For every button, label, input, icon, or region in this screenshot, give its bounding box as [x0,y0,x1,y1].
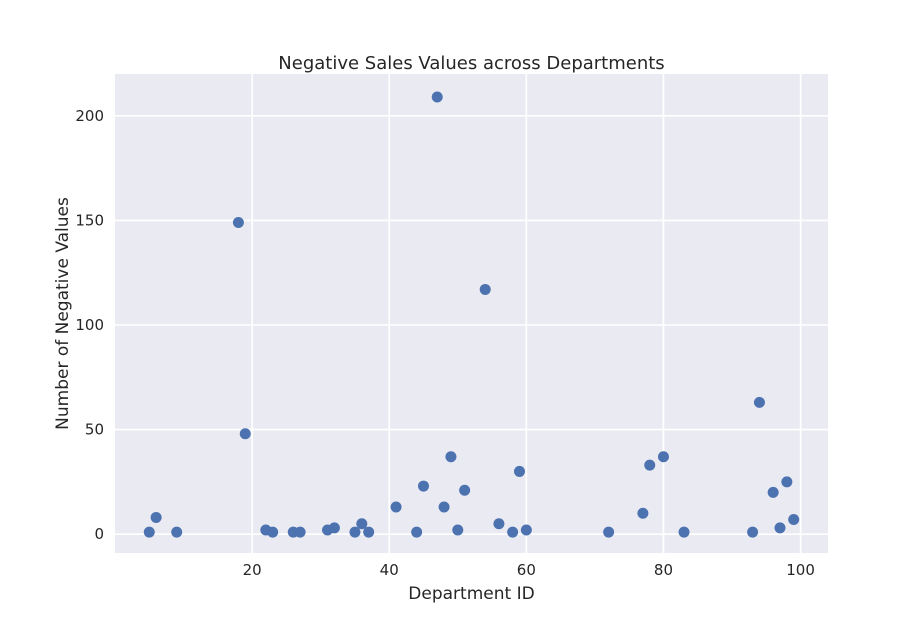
data-point [507,526,519,538]
data-point [452,524,464,536]
data-point [603,526,615,538]
y-tick-label: 150 [75,211,104,229]
data-point [637,507,649,519]
y-axis-ticks: 0 50 100 150 200 [75,107,104,543]
data-point [411,526,423,538]
data-point [418,480,430,492]
data-point [390,501,402,513]
x-tick-label: 60 [517,561,536,579]
data-point [294,526,306,538]
x-tick-label: 100 [786,561,815,579]
data-point [788,514,800,526]
chart-title: Negative Sales Values across Departments [278,53,664,74]
data-point [767,486,779,498]
data-point [657,451,669,463]
data-point [781,476,793,488]
data-point [438,501,450,513]
data-point [479,283,491,295]
x-tick-label: 40 [380,561,399,579]
data-point [232,217,244,229]
data-point [513,465,525,477]
y-tick-label: 100 [75,316,104,334]
data-point [774,522,786,534]
data-point [520,524,532,536]
data-point [747,526,759,538]
plot-area [115,74,828,553]
data-point [678,526,690,538]
grid-lines [115,74,828,553]
x-axis-label: Department ID [408,584,534,604]
data-point [753,396,765,408]
data-point [644,459,656,471]
data-points [143,91,800,538]
data-point [349,526,361,538]
data-point [493,518,505,530]
y-tick-label: 0 [94,525,104,543]
x-axis-ticks: 20 40 60 80 100 [243,561,815,579]
data-point [445,451,457,463]
data-point [239,428,251,440]
data-point [150,511,162,523]
data-point [431,91,443,103]
data-point [143,526,155,538]
data-point [459,484,471,496]
x-tick-label: 80 [654,561,673,579]
x-tick-label: 20 [243,561,262,579]
data-point [267,526,279,538]
data-point [328,522,340,534]
y-tick-label: 50 [85,421,104,439]
data-point [363,526,375,538]
data-point [356,518,368,530]
data-point [171,526,183,538]
y-axis-label: Number of Negative Values [53,197,73,430]
y-tick-label: 200 [75,107,104,125]
